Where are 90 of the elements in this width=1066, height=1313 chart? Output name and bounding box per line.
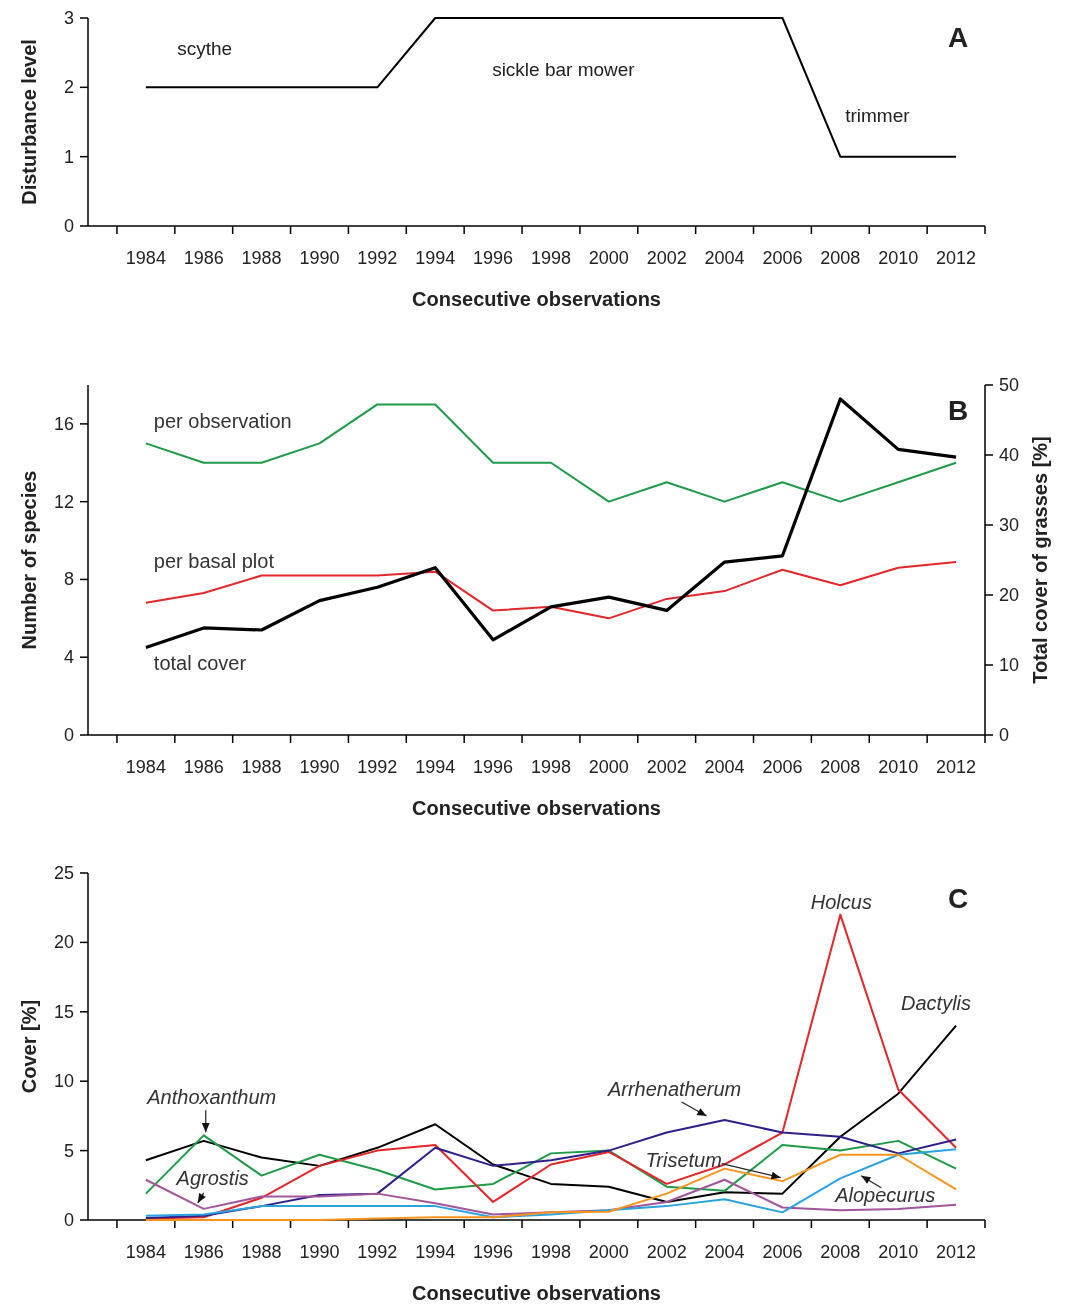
x-tick-label: 1996 — [473, 1242, 514, 1262]
y-tick-label: 0 — [63, 1210, 74, 1230]
x-tick-label: 2004 — [704, 248, 745, 268]
x-tick-label: 1988 — [241, 248, 282, 268]
x-tick-label: 1994 — [415, 248, 456, 268]
x-tick-label: 2000 — [588, 757, 629, 777]
y-tick-label: 0 — [63, 725, 74, 745]
x-tick-label: 1986 — [183, 757, 224, 777]
x-tick-label: 2010 — [878, 248, 919, 268]
series-label: Arrhenatherum — [606, 1078, 742, 1101]
x-tick-label: 2008 — [820, 248, 861, 268]
series-label: Trisetum — [645, 1148, 722, 1171]
y2-tick-label: 20 — [999, 585, 1020, 605]
y-tick-label: 25 — [53, 863, 74, 883]
y-tick-label: 8 — [63, 569, 74, 590]
x-tick-label: 1992 — [357, 757, 398, 777]
series-label: total cover — [153, 651, 247, 674]
x-tick-label: 2010 — [878, 757, 919, 777]
x-tick-label: 2006 — [762, 248, 803, 268]
y-tick-label: 4 — [63, 647, 74, 668]
series-label: per basal plot — [153, 549, 275, 572]
y-tick-label: 20 — [53, 932, 74, 953]
y2-tick-label: 30 — [999, 515, 1020, 535]
y-tick-label: 3 — [63, 8, 74, 28]
x-tick-label: 1986 — [183, 248, 224, 268]
series-label: Anthoxanthum — [146, 1086, 277, 1109]
x-axis-title: Consecutive observations — [412, 797, 661, 819]
y2-tick-label: 40 — [999, 445, 1020, 465]
x-tick-label: 1994 — [415, 1242, 456, 1262]
y-tick-label: 1 — [63, 146, 74, 167]
x-tick-label: 2010 — [878, 1242, 919, 1262]
x-tick-label: 2004 — [704, 1242, 745, 1262]
y-tick-label: 16 — [53, 413, 74, 434]
y-axis-title: Number of species — [18, 470, 40, 650]
x-tick-label: 1984 — [125, 248, 166, 268]
x-tick-label: 2008 — [820, 757, 861, 777]
x-tick-label: 1992 — [357, 248, 398, 268]
series-label: Agrostis — [175, 1166, 249, 1189]
y-tick-label: 12 — [53, 491, 74, 512]
x-tick-label: 1992 — [357, 1242, 398, 1262]
x-tick-label: 1990 — [299, 1242, 340, 1262]
y2-axis-title: Total cover of grasses [%] — [1029, 436, 1051, 684]
y-axis-title: Disturbance level — [18, 39, 40, 205]
x-tick-label: 1996 — [473, 757, 514, 777]
y-tick-label: 2 — [63, 77, 74, 98]
x-tick-label: 1984 — [125, 757, 166, 777]
x-tick-label: 2002 — [646, 1242, 687, 1262]
x-axis-title: Consecutive observations — [412, 1282, 661, 1304]
x-tick-label: 1998 — [530, 248, 571, 268]
x-tick-label: 2002 — [646, 248, 687, 268]
annotation: sickle bar mower — [492, 59, 636, 81]
x-tick-label: 1990 — [299, 248, 340, 268]
x-tick-label: 1994 — [415, 757, 456, 777]
x-tick-label: 1988 — [241, 1242, 282, 1262]
y-tick-label: 0 — [63, 216, 74, 236]
x-tick-label: 1998 — [530, 1242, 571, 1262]
x-tick-label: 2000 — [588, 1242, 629, 1262]
y-tick-label: 5 — [63, 1140, 74, 1161]
x-tick-label: 1984 — [125, 1242, 166, 1262]
x-tick-label: 2006 — [762, 1242, 803, 1262]
x-tick-label: 2002 — [646, 757, 687, 777]
x-tick-label: 2012 — [936, 248, 977, 268]
y-tick-label: 15 — [53, 1001, 74, 1022]
x-tick-label: 1990 — [299, 757, 340, 777]
y2-tick-label: 0 — [999, 725, 1010, 745]
annotation: A — [947, 22, 969, 54]
x-tick-label: 2004 — [704, 757, 745, 777]
series-label: Holcus — [810, 890, 872, 913]
annotation: trimmer — [845, 105, 911, 126]
series-label: Dactylis — [901, 991, 972, 1014]
x-tick-label: 1998 — [530, 757, 571, 777]
y2-tick-label: 50 — [999, 375, 1020, 395]
x-tick-label: 2012 — [936, 757, 977, 777]
series-label: Alopecurus — [834, 1183, 936, 1206]
annotation: scythe — [177, 38, 233, 60]
series-label: per observation — [153, 410, 292, 433]
y-tick-label: 10 — [53, 1071, 74, 1092]
x-axis-title: Consecutive observations — [412, 288, 661, 310]
annotation: C — [947, 882, 969, 914]
y2-tick-label: 10 — [999, 655, 1020, 675]
x-tick-label: 2012 — [936, 1242, 977, 1262]
x-tick-label: 2006 — [762, 757, 803, 777]
x-tick-label: 2008 — [820, 1242, 861, 1262]
annotation: B — [947, 395, 969, 426]
x-tick-label: 2000 — [588, 248, 629, 268]
x-tick-label: 1996 — [473, 248, 514, 268]
x-tick-label: 1986 — [183, 1242, 224, 1262]
x-tick-label: 1988 — [241, 757, 282, 777]
line-series — [144, 1119, 958, 1219]
y-axis-title: Cover [%] — [18, 999, 40, 1094]
